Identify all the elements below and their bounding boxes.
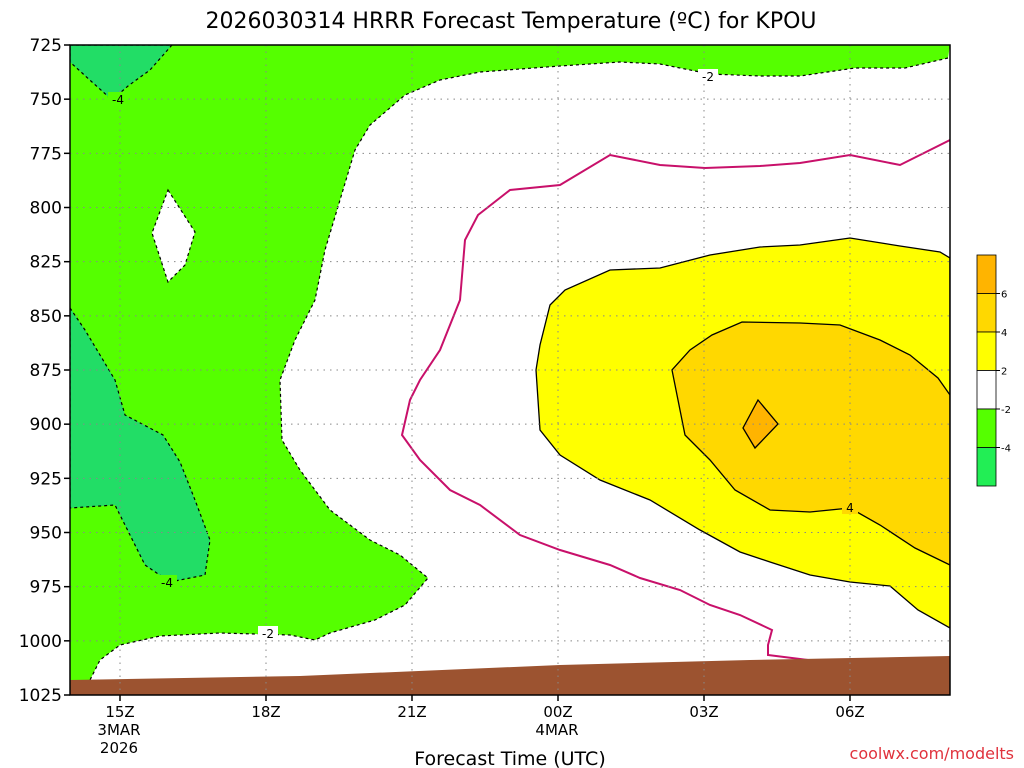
y-tick-label: 825: [30, 253, 62, 273]
colorbar-swatch: [976, 370, 997, 410]
contour-label: -4: [112, 93, 124, 107]
x-axis-label: Forecast Time (UTC): [414, 748, 605, 768]
y-tick-label: 750: [30, 90, 62, 110]
contour-label: -4: [161, 576, 173, 590]
very-cold-region-top: [70, 45, 173, 101]
x-tick-label: 06Z: [835, 703, 864, 721]
contour-label: -2: [702, 70, 714, 84]
x-tick-sublabel: 2026: [100, 739, 138, 757]
contour-label: -2: [262, 627, 274, 641]
colorbar: 6 4 2 -2 -4: [976, 254, 1011, 487]
ground: [70, 656, 950, 695]
y-tick-label: 875: [30, 361, 62, 381]
colorbar-swatch: [976, 447, 997, 487]
contour-labels: -4 -2 -4 -2 4: [108, 69, 858, 641]
colorbar-swatch: [976, 331, 997, 371]
minus2-contour: [89, 57, 949, 681]
colorbar-label: 2: [1001, 367, 1007, 378]
y-tick-label: 975: [30, 578, 62, 598]
colorbar-swatch: [976, 254, 997, 294]
contour-label: 4: [846, 501, 854, 515]
y-tick-label: 925: [30, 469, 62, 489]
cold-region: [70, 45, 950, 680]
y-tick-label: 1000: [19, 632, 62, 652]
warm-pocket: [151, 188, 196, 284]
very-cold-region-left: [70, 306, 211, 583]
grid: [70, 45, 950, 695]
y-tick-label: 1025: [19, 686, 62, 706]
y-tick-label: 800: [30, 199, 62, 219]
zero-isotherm: [400, 139, 950, 661]
x-tick-label: 21Z: [397, 703, 426, 721]
colorbar-swatch: [976, 408, 997, 448]
y-tick-label: 950: [30, 524, 62, 544]
colorbar-label: 6: [1001, 290, 1007, 301]
chart-title: 2026030314 HRRR Forecast Temperature (ºC…: [205, 9, 816, 34]
warmer-region: [671, 321, 950, 566]
y-tick-label: 725: [30, 36, 62, 56]
y-tick-label: 775: [30, 144, 62, 164]
y-tick-label: 850: [30, 307, 62, 327]
y-tick-label: 900: [30, 415, 62, 435]
colorbar-label: 4: [1001, 328, 1007, 339]
x-tick-label: 15Z: [105, 703, 134, 721]
x-tick-label: 03Z: [689, 703, 718, 721]
warmest-region: [742, 398, 779, 450]
colorbar-swatch: [976, 293, 997, 333]
x-tick-label: 18Z: [251, 703, 280, 721]
plot-area: [70, 45, 950, 695]
colorbar-label: -2: [1001, 405, 1011, 416]
colorbar-label: -4: [1001, 444, 1011, 455]
x-tick-label: 00Z: [543, 703, 572, 721]
y-axis: 725 750 775 800 825 850 875 900 925 950 975 1000 102…: [19, 36, 70, 706]
credit-link[interactable]: coolwx.com/modelts: [850, 744, 1014, 763]
x-tick-sublabel: 3MAR: [97, 721, 140, 739]
x-tick-sublabel: 4MAR: [535, 721, 578, 739]
